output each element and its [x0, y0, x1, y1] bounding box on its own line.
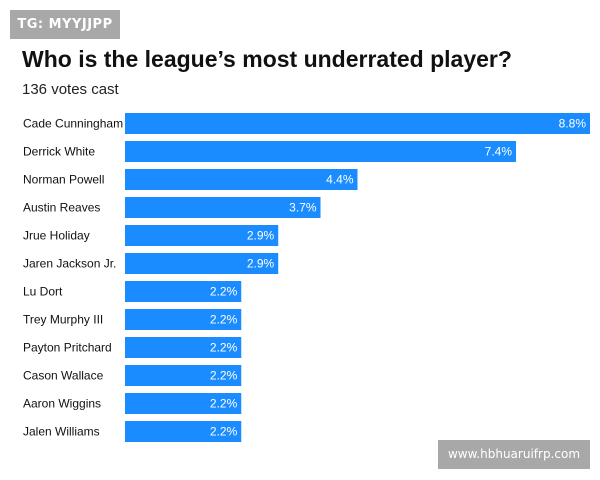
value-label: 2.2%: [210, 397, 238, 411]
category-label: Aaron Wiggins: [23, 397, 101, 411]
tag-label: TG: MYYJJPP: [10, 10, 120, 39]
bar-row: Cason Wallace 2.2%: [23, 365, 242, 386]
bar-row: Trey Murphy III 2.2%: [23, 309, 242, 330]
value-label: 3.7%: [289, 201, 317, 215]
category-label: Cade Cunningham: [23, 117, 123, 131]
bar-row: Lu Dort 2.2%: [23, 281, 242, 302]
bar: [125, 421, 242, 442]
value-label: 2.2%: [210, 285, 238, 299]
bar-row: Cade Cunningham 8.8%: [23, 113, 590, 134]
category-label: Cason Wallace: [23, 369, 104, 383]
bar: [125, 169, 358, 190]
bar: [125, 197, 321, 218]
bar-row: Jaren Jackson Jr. 2.9%: [23, 253, 279, 274]
category-label: Austin Reaves: [23, 201, 100, 215]
chart-title: Who is the league’s most underrated play…: [22, 46, 512, 72]
value-label: 2.2%: [210, 341, 238, 355]
category-label: Lu Dort: [23, 285, 63, 299]
bar: [125, 281, 242, 302]
value-label: 2.2%: [210, 425, 238, 439]
bar-row: Derrick White 7.4%: [23, 141, 517, 162]
bar-row: Jrue Holiday 2.9%: [23, 225, 279, 246]
category-label: Jalen Williams: [23, 425, 100, 439]
bar: [125, 309, 242, 330]
category-label: Derrick White: [23, 145, 95, 159]
bar-chart: Cade Cunningham 8.8% Derrick White 7.4% Norm…: [23, 113, 590, 442]
bar-row: Aaron Wiggins 2.2%: [23, 393, 242, 414]
bar-row: Payton Pritchard 2.2%: [23, 337, 242, 358]
bar: [125, 365, 242, 386]
bar: [125, 225, 279, 246]
value-label: 2.2%: [210, 369, 238, 383]
category-label: Trey Murphy III: [23, 313, 103, 327]
bar-row: Norman Powell 4.4%: [23, 169, 358, 190]
category-label: Payton Pritchard: [23, 341, 112, 355]
value-label: 4.4%: [326, 173, 354, 187]
value-label: 8.8%: [559, 117, 587, 131]
category-label: Jrue Holiday: [23, 229, 90, 243]
watermark: www.hbhuaruifrp.com: [438, 440, 590, 469]
bar: [125, 393, 242, 414]
value-label: 2.9%: [247, 257, 275, 271]
value-label: 7.4%: [485, 145, 513, 159]
chart-subtitle: 136 votes cast: [22, 81, 119, 98]
bar-row: Jalen Williams 2.2%: [23, 421, 242, 442]
bar: [125, 253, 279, 274]
bar: [125, 141, 517, 162]
value-label: 2.9%: [247, 229, 275, 243]
value-label: 2.2%: [210, 313, 238, 327]
category-label: Norman Powell: [23, 173, 104, 187]
bar: [125, 337, 242, 358]
bar: [125, 113, 590, 134]
category-label: Jaren Jackson Jr.: [23, 257, 116, 271]
bar-row: Austin Reaves 3.7%: [23, 197, 321, 218]
